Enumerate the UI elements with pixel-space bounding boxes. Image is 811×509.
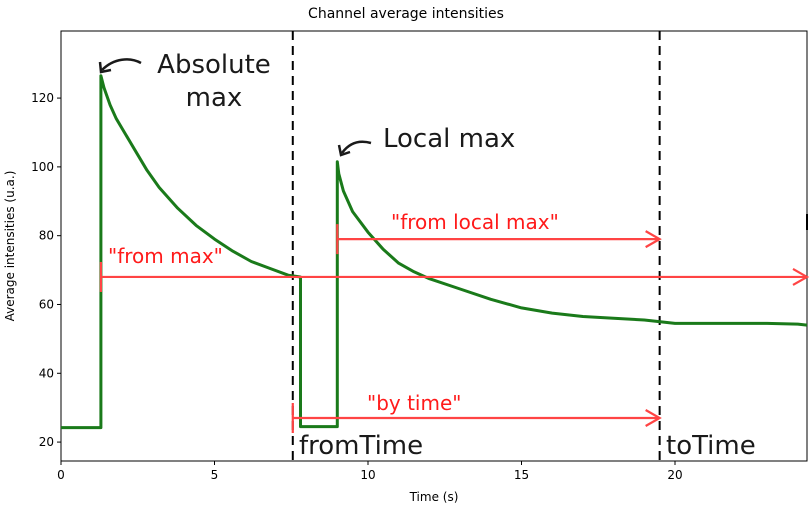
from-max-label: "from max" [108,244,223,268]
y-axis-label: Average intensities (u.a.) [3,171,17,322]
x-tick-label: 15 [514,468,529,482]
x-tick-label: 20 [667,468,682,482]
local-max-label: Local max [383,124,515,154]
y-tick-label: 20 [39,435,54,449]
absolute-max-label-line1: Absolute [157,50,271,80]
from-local-max-arrow [336,224,662,255]
from-local-max-label: "from local max" [391,210,559,234]
local-max-pointer-head [337,144,351,157]
absolute-max-label-line2: max [186,83,243,113]
by-time-label: "by time" [367,391,461,415]
by-time-arrow-head [645,409,662,427]
from-time-label: fromTime [299,431,423,461]
series-group [61,74,807,430]
y-tick-label: 60 [39,297,54,311]
to-time-label: toTime [666,431,756,461]
x-axis-label: Time (s) [409,490,459,504]
chart-title: Channel average intensities [308,6,504,22]
y-tick-label: 80 [39,229,54,243]
series-line [61,74,807,430]
y-axis: 20 40 60 80 100 120 [31,91,61,449]
x-tick-label: 10 [360,468,375,482]
local-max-pointer-arrow [340,140,372,154]
x-tick-label: 0 [57,468,65,482]
absolute-max-pointer-head [98,61,112,74]
vlines [291,31,661,461]
from-max-arrow [99,261,810,292]
from-max-arrow-head [792,268,810,286]
annotations: Absolute max Local max "from max" "from … [98,50,808,461]
x-axis: 0 5 10 15 20 [57,461,683,482]
by-time-arrow [291,403,662,433]
x-tick-label: 5 [211,468,219,482]
y-tick-label: 40 [39,366,54,380]
range-arrows [99,224,810,433]
y-tick-label: 100 [31,160,54,174]
plot-frame [60,30,808,462]
y-tick-label: 120 [31,91,54,105]
from-local-max-arrow-head [645,230,662,249]
plot-area [60,30,808,462]
absolute-max-pointer-arrow [101,58,142,71]
